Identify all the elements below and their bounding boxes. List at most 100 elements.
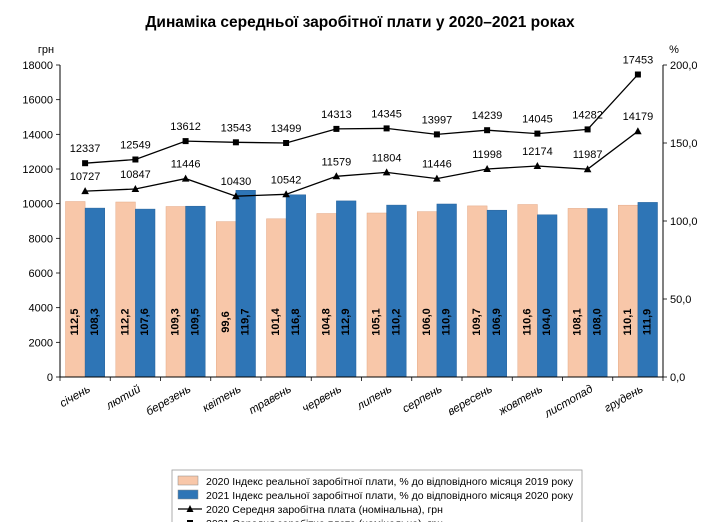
left-axis-tick-label: 8000 [29, 233, 53, 245]
line-point-2020-7 [433, 174, 441, 182]
legend-box [171, 469, 583, 527]
bar-2021-8 [486, 209, 507, 378]
bar-2020-2 [165, 206, 186, 378]
legend-label-0: 2020 Індекс реальної заробітної плати, %… [206, 476, 574, 488]
line-value-label: 14179 [623, 111, 654, 123]
bar-2021-0 [84, 207, 105, 378]
right-axis-unit: % [669, 44, 679, 56]
bar-value-label: 99,6 [220, 311, 232, 332]
bar-value-label: 119,7 [240, 309, 252, 336]
line-value-label: 13612 [170, 121, 201, 133]
line-value-label: 11446 [171, 159, 201, 171]
bar-value-label: 107,6 [139, 308, 151, 336]
left-axis-tick-label: 6000 [29, 268, 53, 280]
bar-2021-2 [185, 205, 206, 378]
line-point-2021-4 [283, 140, 290, 146]
line-point-2021-8 [484, 127, 491, 134]
bar-2021-10 [587, 208, 608, 378]
x-axis-label-1: лютий [104, 383, 144, 413]
line-point-2021-11 [634, 71, 641, 78]
x-axis-label-8: вересень [446, 383, 495, 418]
bar-2020-5 [316, 213, 337, 378]
legend-label-1: 2021 Індекс реальної заробітної плати, %… [206, 490, 574, 502]
bar-value-label: 110,9 [441, 309, 453, 336]
bar-2020-0 [65, 201, 86, 378]
x-axis-label-0: січень [58, 383, 93, 410]
line-point-2021-7 [433, 131, 440, 138]
right-axis-tick-label: 150,0 [670, 138, 698, 150]
bar-value-label: 104,8 [321, 308, 333, 336]
left-axis-tick-label: 18000 [22, 60, 53, 72]
line-value-label: 13997 [422, 114, 453, 126]
left-axis-tick-label: 2000 [29, 337, 53, 349]
bar-value-label: 106,9 [491, 308, 503, 336]
bar-value-label: 110,6 [522, 309, 534, 336]
line-value-label: 11987 [573, 149, 603, 161]
bar-2021-4 [285, 194, 306, 378]
line-point-2020-3 [232, 192, 240, 200]
line-value-label: 14282 [572, 109, 603, 121]
line-value-label: 11804 [372, 152, 402, 164]
bar-2020-7 [417, 211, 438, 378]
x-axis-label-6: липень [354, 383, 394, 413]
bar-2020-10 [567, 208, 588, 378]
right-axis-tick-label: 50,0 [670, 294, 691, 306]
left-axis-tick-label: 12000 [22, 164, 53, 176]
bar-2021-5 [336, 200, 357, 378]
left-axis-tick-label: 0 [47, 372, 53, 384]
bar-value-label: 116,8 [290, 309, 302, 336]
line-value-label: 14239 [472, 110, 503, 122]
line-point-2020-1 [131, 184, 140, 192]
legend-label-3: 2021 Середня заробітна плата (номінальна… [206, 518, 443, 522]
line-value-label: 11998 [472, 149, 502, 161]
right-axis-tick-label: 200,0 [670, 60, 698, 72]
bar-value-label: 108,0 [591, 308, 603, 336]
bar-value-label: 108,1 [572, 308, 584, 336]
bar-2021-11 [637, 202, 658, 378]
line-point-2020-10 [583, 165, 592, 173]
line-value-label: 14313 [321, 109, 352, 121]
line-point-2021-0 [82, 160, 89, 167]
line-value-label: 10430 [221, 176, 252, 188]
line-point-2020-4 [282, 190, 290, 198]
x-axis-label-4: травень [247, 383, 294, 417]
bar-value-label: 109,5 [189, 308, 201, 336]
bar-2021-6 [386, 204, 407, 378]
legend-swatch-0 [177, 475, 199, 486]
bar-value-label: 101,4 [270, 307, 282, 335]
left-axis-tick-label: 10000 [22, 199, 53, 211]
line-value-label: 12174 [522, 146, 553, 158]
legend-swatch-1 [177, 489, 199, 500]
line-value-label: 12549 [120, 140, 151, 152]
line-point-2020-8 [483, 165, 491, 173]
line-value-label: 11446 [422, 159, 452, 171]
line-point-2020-2 [181, 174, 190, 182]
line-series-2021 [85, 74, 639, 164]
left-axis-unit: грн [38, 44, 54, 56]
right-axis-tick-label: 100,0 [670, 216, 698, 228]
bar-2020-9 [517, 204, 538, 378]
bar-2021-3 [235, 190, 256, 378]
x-axis-label-5: червень [300, 383, 343, 415]
bar-2021-9 [537, 214, 558, 378]
line-value-label: 10847 [120, 169, 151, 181]
bar-value-label: 112,2 [120, 309, 132, 336]
bar-value-label: 112,9 [340, 309, 352, 336]
bar-2021-1 [135, 208, 156, 378]
x-axis-label-3: квітень [201, 383, 244, 415]
line-value-label: 17453 [623, 55, 654, 67]
bar-2020-3 [216, 221, 237, 378]
legend-label-2: 2020 Середня заробітна плата (номінальна… [206, 504, 443, 516]
left-axis-tick-label: 4000 [29, 303, 53, 315]
bar-value-label: 110,1 [622, 309, 634, 336]
line-series-2020 [85, 130, 639, 197]
left-axis-tick-label: 16000 [22, 95, 53, 107]
line-value-label: 12337 [70, 143, 101, 155]
line-point-2021-9 [534, 130, 541, 137]
line-point-2020-6 [382, 168, 391, 176]
bar-value-label: 111,9 [642, 309, 654, 335]
line-value-label: 13499 [271, 123, 302, 135]
bar-value-label: 109,3 [170, 308, 182, 336]
line-point-2021-10 [584, 126, 591, 133]
